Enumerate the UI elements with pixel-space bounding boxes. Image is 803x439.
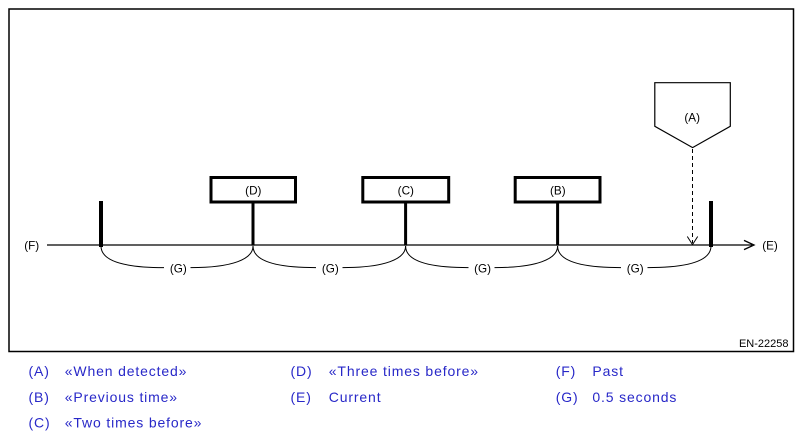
svg-text:«Previous time»: «Previous time» [65,389,178,405]
svg-text:Current: Current [329,389,382,405]
svg-text:(F): (F) [24,239,39,252]
svg-text:(A): (A) [684,111,700,124]
svg-text:(G): (G) [322,262,339,275]
svg-text:(G): (G) [170,262,187,275]
svg-text:0.5 seconds: 0.5 seconds [592,389,677,405]
svg-text:(G): (G) [627,262,644,275]
svg-text:(E): (E) [762,239,778,252]
svg-text:(F): (F) [556,363,576,379]
svg-text:(C): (C) [29,414,51,430]
svg-text:(B): (B) [550,184,566,197]
svg-text:(B): (B) [29,389,50,405]
svg-text:(D): (D) [291,363,313,379]
svg-text:(A): (A) [29,363,50,379]
svg-text:(D): (D) [245,184,261,197]
svg-text:(G): (G) [474,262,491,275]
svg-text:(G): (G) [556,389,579,405]
svg-text:«Three times before»: «Three times before» [329,363,479,379]
svg-text:EN-22258: EN-22258 [739,338,789,350]
svg-text:«When detected»: «When detected» [65,363,188,379]
svg-text:(C): (C) [398,184,414,197]
svg-text:«Two times before»: «Two times before» [65,414,202,430]
svg-text:Past: Past [592,363,623,379]
svg-text:(E): (E) [291,389,312,405]
